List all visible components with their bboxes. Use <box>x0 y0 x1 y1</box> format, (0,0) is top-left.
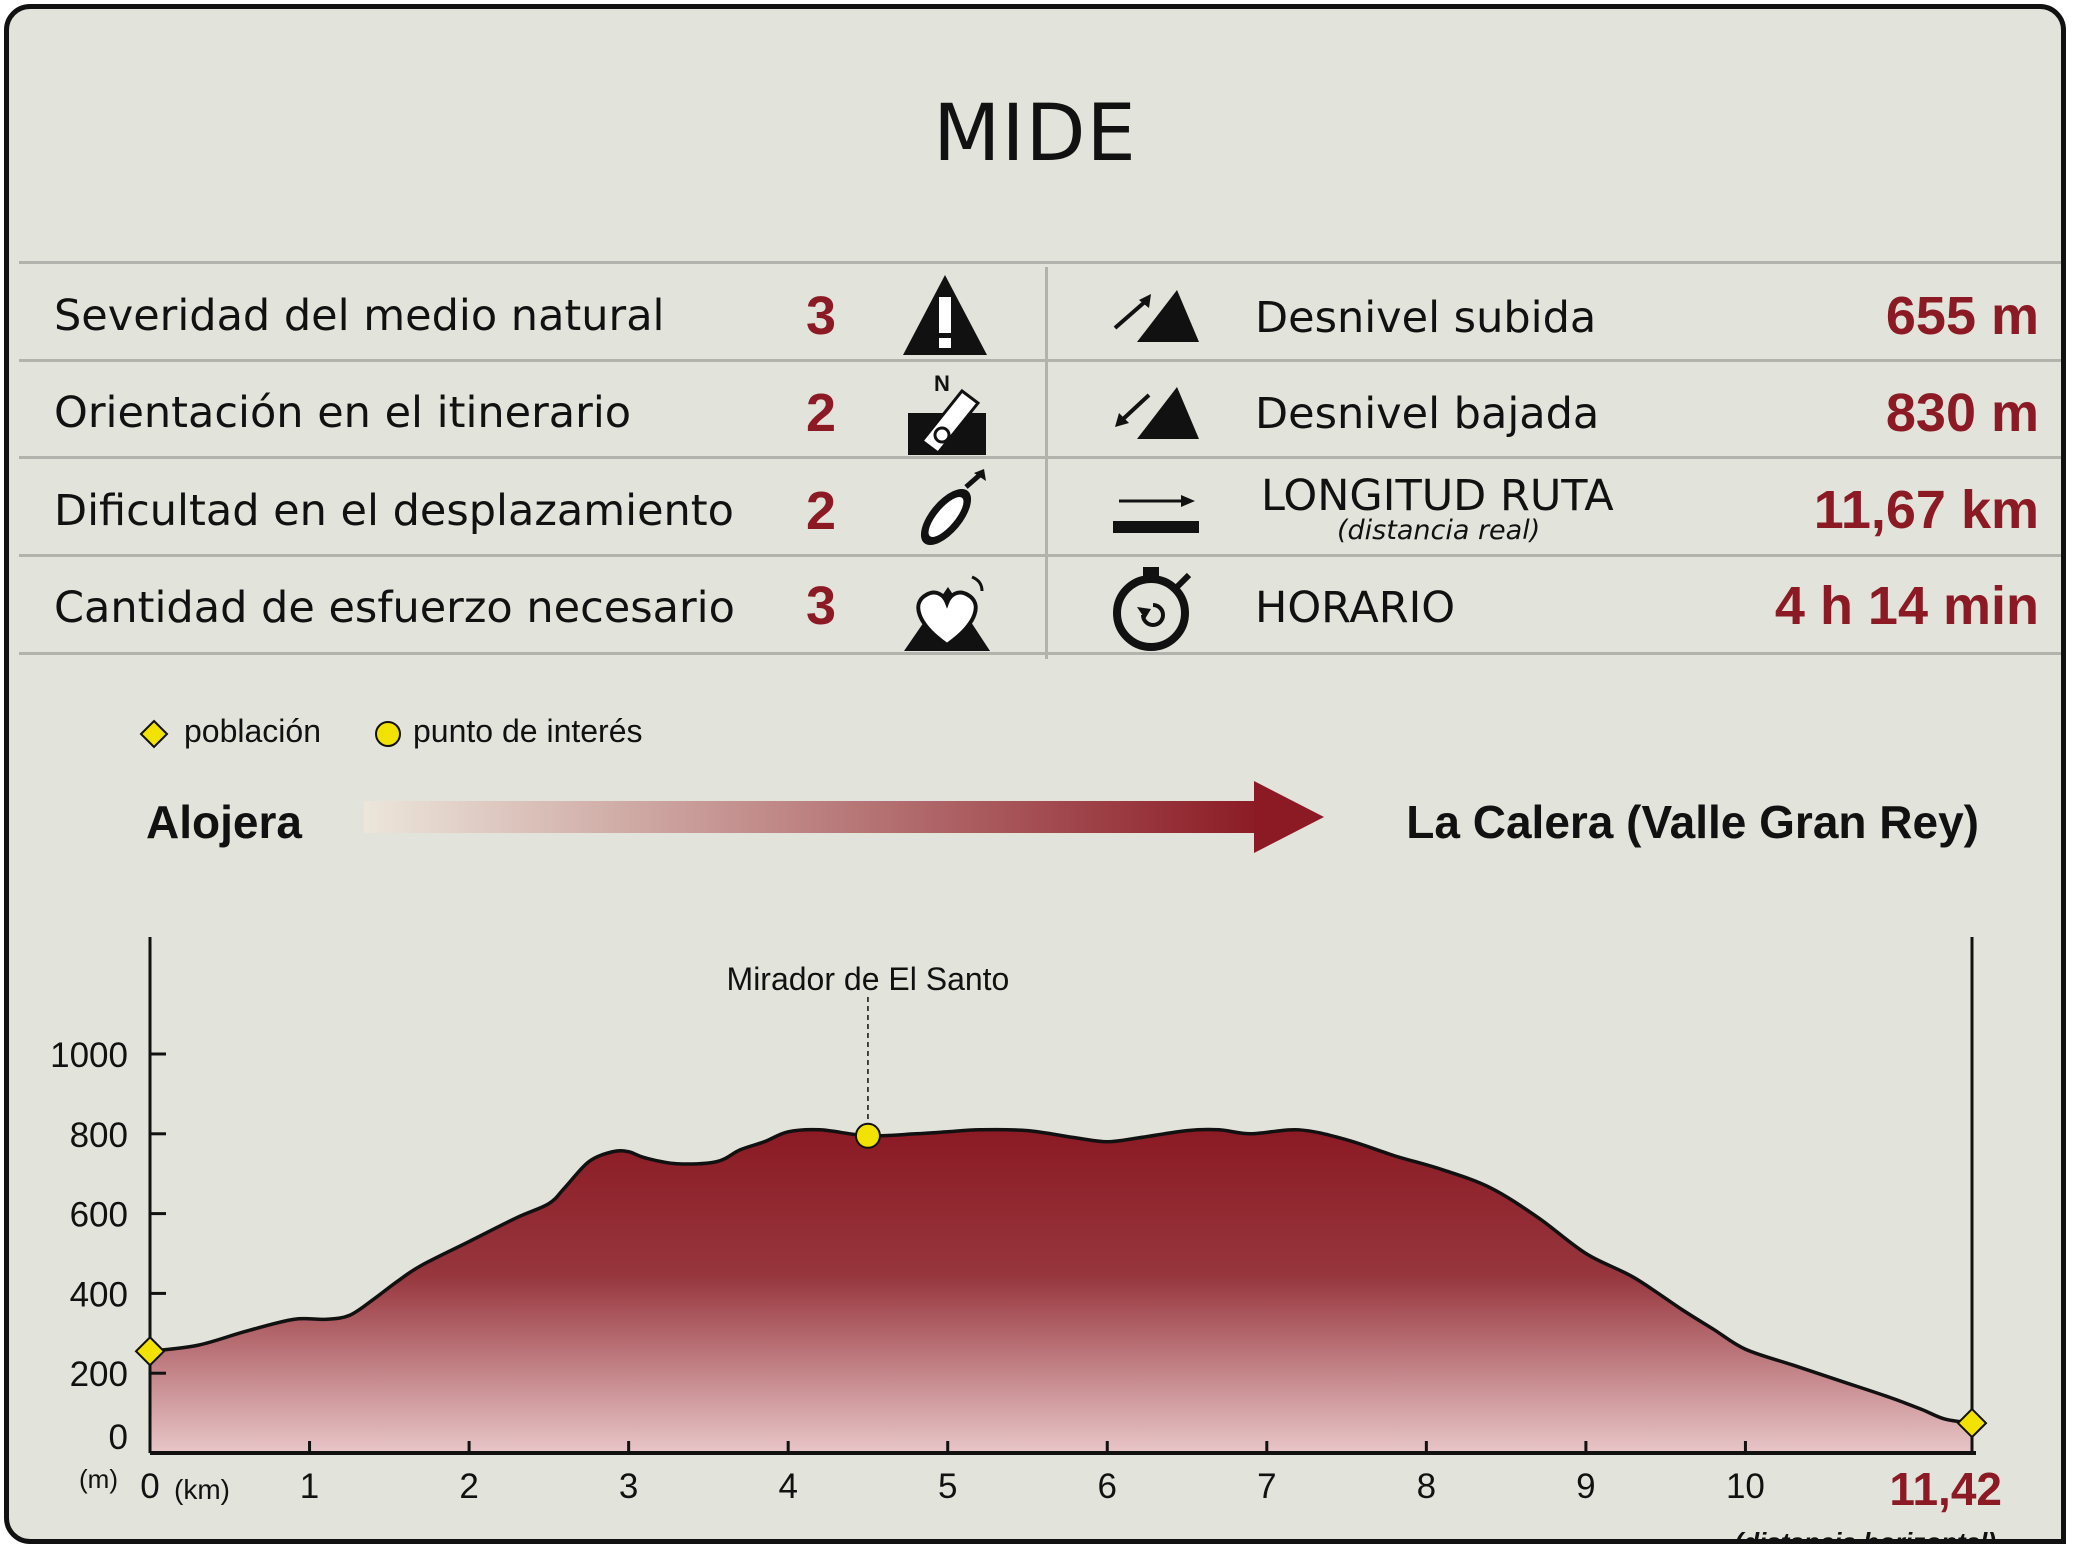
y-tick-label: 1000 <box>50 1036 128 1075</box>
x-tick-label: 1 <box>300 1467 319 1506</box>
stat-value-time: 4 h 14 min <box>1774 576 2039 636</box>
mide-card: MIDE Severidad del medio natural Orienta… <box>4 4 2066 1544</box>
table-rule <box>19 456 2061 459</box>
stopwatch-icon <box>1113 567 1192 651</box>
direction-arrow-icon <box>364 781 1324 853</box>
mide-score-effort: 3 <box>806 576 837 636</box>
route-end: La Calera (Valle Gran Rey) <box>1406 796 1979 848</box>
y-tick-label: 200 <box>70 1355 128 1394</box>
page-title: MIDE <box>933 89 1137 179</box>
ascent-icon <box>1113 290 1199 342</box>
stat-label-time: HORARIO <box>1255 583 1456 633</box>
mide-score-difficulty: 2 <box>806 481 837 541</box>
stat-value-ascent: 655 m <box>1885 286 2039 346</box>
stat-label-length: LONGITUD RUTA <box>1261 471 1614 521</box>
x-tick-label: 2 <box>459 1467 478 1506</box>
y-unit-label: (m) <box>79 1464 118 1494</box>
elevation-area <box>150 1129 1972 1453</box>
x-end-sublabel: (distancia horizontal) <box>1735 1527 1996 1544</box>
poi-marker <box>854 1122 881 1149</box>
table-divider <box>1045 267 1048 659</box>
footprint-icon <box>920 469 986 546</box>
stat-sublabel-length: (distancia real) <box>1337 515 1541 546</box>
table-rule <box>19 359 2061 362</box>
svg-text:N: N <box>934 371 950 396</box>
x-tick-label: 9 <box>1576 1467 1595 1506</box>
descent-icon <box>1115 387 1199 439</box>
x-tick-label: 6 <box>1098 1467 1117 1506</box>
town-marker <box>134 1335 166 1367</box>
warning-triangle-icon <box>903 275 987 355</box>
compass-orientation-icon: N <box>908 371 986 456</box>
route-start: Alojera <box>146 796 302 848</box>
legend-town-label: población <box>184 713 321 749</box>
poi-label: Mirador de El Santo <box>727 961 1010 997</box>
x-tick-label: 3 <box>619 1467 638 1506</box>
y-tick-label: 0 <box>109 1418 128 1457</box>
mide-score-orientation: 2 <box>806 383 837 443</box>
x-tick-label: 8 <box>1417 1467 1436 1506</box>
x-unit-label: (km) <box>174 1474 230 1505</box>
mide-label-severity: Severidad del medio natural <box>54 291 665 341</box>
stat-label-descent: Desnivel bajada <box>1255 389 1600 439</box>
x-tick-label: 0 <box>140 1467 159 1506</box>
stat-label-ascent: Desnivel subida <box>1255 293 1597 343</box>
poi-circle-icon <box>375 721 401 747</box>
stat-values: 655 m 830 m 11,67 km 4 h 14 min <box>1569 9 2039 709</box>
elevation-line <box>149 1127 1973 1425</box>
x-tick-label: 5 <box>938 1467 957 1506</box>
x-tick-label: 7 <box>1257 1467 1276 1506</box>
x-tick-label: 4 <box>778 1467 797 1506</box>
stat-value-descent: 830 m <box>1885 383 2039 443</box>
x-tick-label: 10 <box>1726 1467 1765 1506</box>
mide-label-orientation: Orientación en el itinerario <box>54 388 632 438</box>
table-rule <box>19 652 2061 655</box>
stat-value-length: 11,67 km <box>1813 480 2039 540</box>
length-arrow-icon <box>1113 495 1199 533</box>
town-diamond-icon <box>139 719 169 749</box>
x-end-label: 11,42 <box>1889 1463 2002 1515</box>
y-tick-label: 400 <box>70 1275 128 1314</box>
y-tick-label: 800 <box>70 1116 128 1155</box>
mide-label-effort: Cantidad de esfuerzo necesario <box>54 583 735 633</box>
mide-score-severity: 3 <box>806 286 837 346</box>
legend-poi-label: punto de interés <box>413 713 643 749</box>
mide-label-difficulty: Dificultad en el desplazamiento <box>54 486 734 536</box>
town-marker <box>1956 1407 1988 1439</box>
y-tick-label: 600 <box>70 1196 128 1235</box>
elevation-profile-chart: 0 200 400 600 800 1000 0 1 2 3 4 5 6 7 8 9 10 (m) (km) 11,4… <box>50 937 2002 1544</box>
heart-effort-icon <box>904 575 990 651</box>
table-rule <box>19 554 2061 557</box>
table-rule <box>19 261 2061 264</box>
